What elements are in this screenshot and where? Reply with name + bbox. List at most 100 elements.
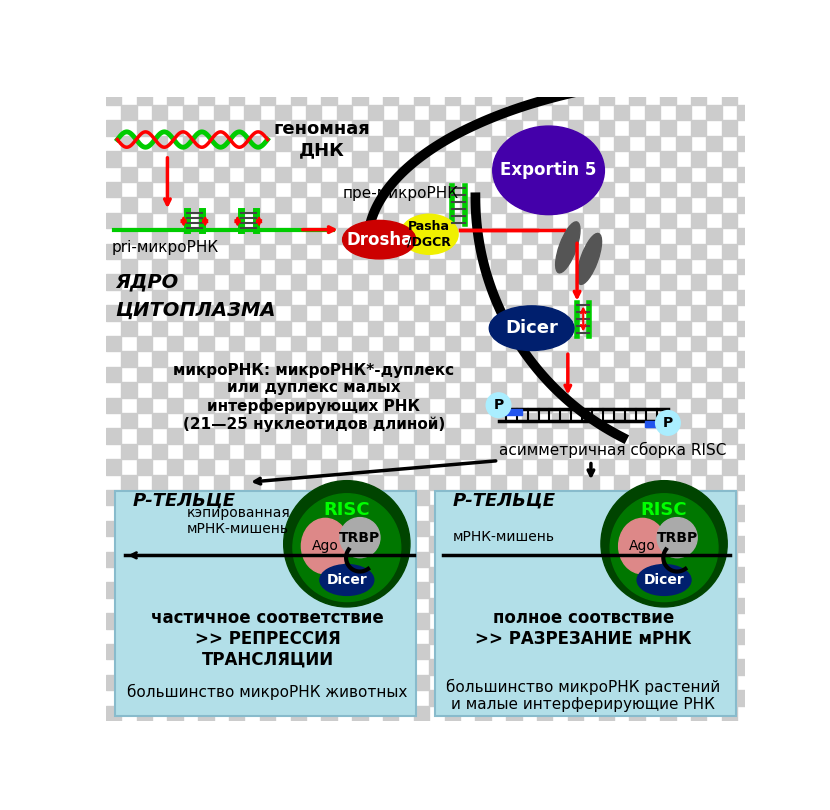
Bar [706,259,722,275]
Bar [321,459,337,475]
Bar [506,428,521,444]
Bar [706,629,722,644]
Bar [753,275,768,290]
Bar [753,213,768,228]
Bar [491,690,506,706]
Bar [676,475,691,490]
Bar [691,305,706,321]
Bar [106,459,121,475]
Bar [460,290,476,305]
Bar [614,74,629,89]
Bar [706,598,722,613]
Bar [383,336,398,352]
Bar [445,521,460,536]
Bar [383,459,398,475]
Bar [368,167,383,182]
Bar [460,536,476,552]
Bar [598,89,614,105]
Bar [445,151,460,167]
Bar [244,659,260,675]
Bar [598,521,614,536]
Bar [168,490,183,505]
Bar [460,598,476,613]
Bar [383,613,398,629]
Bar [491,505,506,521]
Bar [629,244,645,259]
Bar [137,675,152,690]
Bar [383,706,398,721]
Bar [568,706,583,721]
Bar [722,459,737,475]
Bar [768,567,784,582]
Bar [583,629,598,644]
Bar [229,89,244,105]
Bar [598,213,614,228]
Bar [553,598,568,613]
Bar [260,521,276,536]
Bar [768,228,784,244]
Bar [290,275,306,290]
Bar [429,382,445,398]
Bar [491,167,506,182]
Circle shape [284,480,410,607]
Bar [553,259,568,275]
Bar [260,244,276,259]
Bar [321,675,337,690]
Bar [152,290,168,305]
Bar [137,182,152,198]
Bar [753,644,768,659]
Bar [645,290,660,305]
Bar [260,613,276,629]
Text: большинство микроРНК животных: большинство микроРНК животных [127,684,408,700]
Bar [753,675,768,690]
Bar [460,382,476,398]
Bar [383,213,398,228]
Bar [306,413,321,428]
Bar [691,121,706,136]
Bar [429,198,445,213]
Bar [706,136,722,151]
Bar [722,675,737,690]
Bar [445,644,460,659]
Bar [629,367,645,382]
Bar [168,89,183,105]
Bar [260,675,276,690]
Bar [152,105,168,121]
Bar [152,321,168,336]
Bar [276,321,290,336]
Bar [521,136,537,151]
Bar [260,706,276,721]
Bar [121,105,137,121]
Bar [368,629,383,644]
Bar [121,444,137,459]
Bar [306,105,321,121]
Bar [198,398,213,413]
Bar [537,151,553,167]
Bar [737,475,753,490]
Bar [598,121,614,136]
Bar [290,398,306,413]
Bar [537,428,553,444]
Bar [598,706,614,721]
Bar [706,321,722,336]
Bar [276,629,290,644]
Bar [429,598,445,613]
Bar [306,321,321,336]
Bar [152,505,168,521]
Bar [121,629,137,644]
Bar [306,598,321,613]
Bar [398,321,414,336]
Bar [568,275,583,290]
Bar [598,582,614,598]
Bar [476,706,491,721]
Bar [168,367,183,382]
Bar [183,567,198,582]
Bar [229,706,244,721]
Bar [368,74,383,89]
Text: RISC: RISC [641,501,687,519]
Bar [276,382,290,398]
Bar [229,336,244,352]
Bar [429,659,445,675]
Bar [445,613,460,629]
Bar [614,413,629,428]
